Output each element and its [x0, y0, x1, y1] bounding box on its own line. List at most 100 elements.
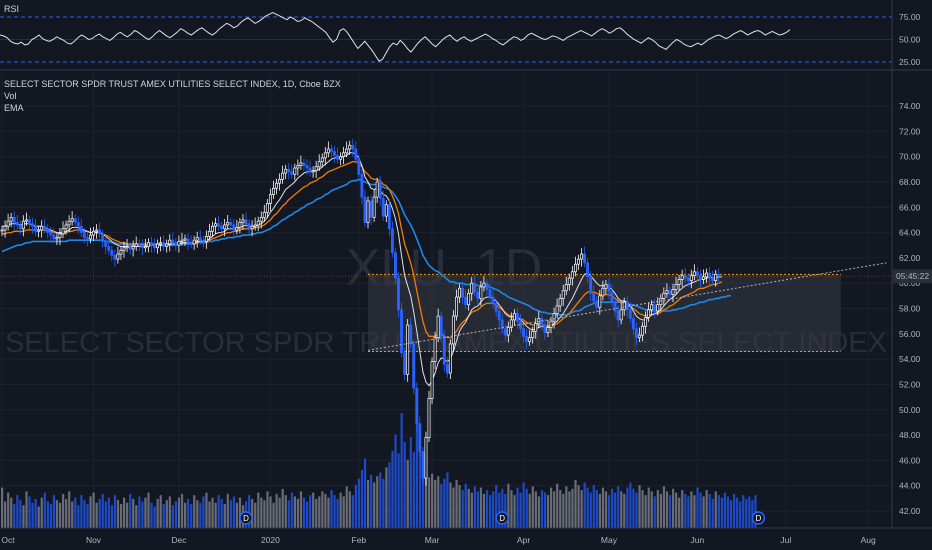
dividend-marker-label: D [499, 514, 505, 523]
candle-body [622, 301, 626, 311]
candle-body [119, 249, 123, 255]
candle-body [272, 187, 275, 195]
candle-body [345, 148, 349, 154]
candle-body [113, 254, 117, 260]
candle-body [235, 227, 239, 231]
candle-body [183, 238, 187, 241]
candle-body [28, 219, 31, 225]
candle-body [534, 323, 538, 332]
rsi-label[interactable]: RSI [4, 4, 20, 14]
volume-bar [360, 469, 364, 528]
candle-body [58, 233, 62, 238]
volume-bar [601, 487, 605, 528]
candle-body [37, 229, 41, 232]
volume-bar [318, 496, 321, 528]
volume-bar [543, 492, 547, 528]
volume-bar [623, 493, 626, 528]
vol-label[interactable]: Vol [4, 91, 17, 101]
candle-body [220, 225, 224, 230]
volume-bar [10, 497, 13, 528]
candle-body [619, 309, 623, 321]
candle-body [360, 173, 364, 198]
volume-bar [571, 488, 574, 528]
volume-bar [135, 505, 138, 528]
volume-bar [199, 502, 202, 528]
candle-body [61, 228, 65, 235]
candle-body [9, 217, 13, 222]
volume-bar [101, 493, 104, 528]
candle-body [522, 328, 526, 337]
volume-bar [553, 491, 556, 528]
volume-bar [656, 490, 659, 528]
candle-body [628, 309, 632, 319]
candle-body [317, 161, 321, 168]
volume-bar [431, 473, 434, 528]
volume-bar [516, 487, 519, 528]
volume-bar [739, 501, 742, 528]
candle-body [528, 337, 532, 342]
candle-body [461, 287, 465, 298]
volume-bar [421, 463, 425, 528]
candle-body [122, 247, 126, 251]
countdown-label: 05:45:22 [896, 271, 929, 281]
candle-body [351, 144, 355, 150]
volume-bar [306, 501, 309, 528]
volume-bar [55, 500, 59, 528]
volume-bar [446, 472, 449, 528]
volume-bar [568, 491, 571, 528]
candle-body [354, 148, 358, 160]
range-box-fill [368, 274, 841, 352]
volume-bar [281, 488, 284, 528]
volume-bar [89, 496, 92, 528]
volume-bar [388, 462, 391, 528]
candle-body [159, 242, 163, 245]
candle-body [165, 243, 169, 247]
candles [0, 139, 721, 486]
volume-bar [586, 487, 589, 528]
candle-body [214, 223, 217, 227]
candle-body [116, 253, 120, 260]
candle-body [595, 300, 599, 308]
candle-body [641, 325, 644, 336]
symbol-title[interactable]: SELECT SECTOR SPDR TRUST AMEX UTILITIES … [4, 79, 341, 89]
volume-bar [113, 495, 117, 528]
volume-bar [31, 502, 34, 528]
ema-label[interactable]: EMA [4, 103, 24, 113]
candle-body [320, 157, 324, 163]
candle-body [278, 179, 282, 184]
volume-bar [708, 493, 711, 528]
candle-body [479, 286, 483, 299]
candle-body [580, 253, 583, 260]
dividend-marker-label: D [756, 514, 762, 523]
candle-body [375, 181, 379, 198]
volume-bar [489, 495, 492, 528]
candle-body [549, 320, 553, 328]
volume-bar [4, 501, 7, 528]
volume-bar [184, 502, 187, 528]
volume-bar [690, 491, 693, 528]
volume-bar [339, 492, 342, 528]
candle-body [186, 238, 190, 244]
volume-bar [458, 485, 461, 528]
candle-body [12, 217, 16, 223]
volume-bar [159, 495, 162, 528]
candle-body [247, 223, 251, 230]
time-tick-label: Nov [86, 535, 102, 545]
volume-bars [1, 413, 757, 528]
rsi-tick-label: 25.00 [899, 57, 921, 67]
volume-bar [479, 487, 483, 528]
candle-body [101, 233, 105, 242]
volume-bar [357, 478, 361, 528]
volume-bar [522, 482, 525, 528]
volume-bar [537, 496, 540, 528]
volume-bar [269, 496, 272, 528]
volume-bar [77, 505, 80, 528]
volume-bar [171, 505, 174, 528]
price-tick-label: 66.00 [899, 202, 921, 212]
candle-body [296, 165, 300, 169]
candle-body [625, 301, 629, 311]
volume-bar [180, 493, 184, 528]
candle-body [442, 335, 446, 365]
candle-body [433, 337, 437, 363]
candle-body [287, 168, 291, 173]
